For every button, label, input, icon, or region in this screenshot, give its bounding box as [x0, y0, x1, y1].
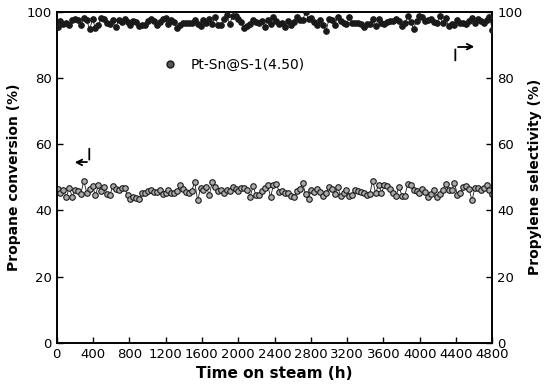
Y-axis label: Propylene selectivity (%): Propylene selectivity (%): [528, 79, 542, 275]
Y-axis label: Propane conversion (%): Propane conversion (%): [7, 83, 21, 271]
Legend: Pt-Sn@S-1(4.50): Pt-Sn@S-1(4.50): [151, 52, 311, 77]
X-axis label: Time on steam (h): Time on steam (h): [196, 366, 353, 381]
